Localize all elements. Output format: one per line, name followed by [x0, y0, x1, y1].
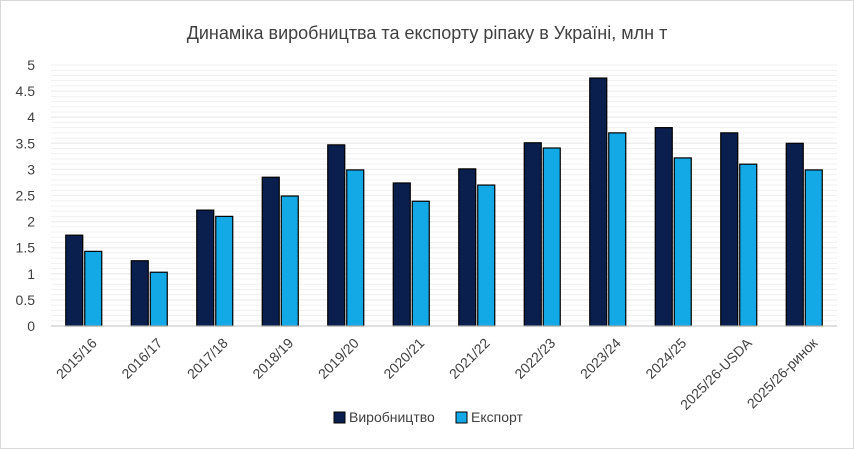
bar-export — [477, 184, 496, 327]
y-tick-label: 2 — [27, 214, 35, 230]
bar-production — [261, 176, 280, 327]
bars — [65, 77, 823, 327]
y-tick-label: 0 — [27, 318, 35, 334]
bar-production — [785, 142, 804, 327]
y-tick-label: 2.5 — [16, 188, 36, 204]
y-tick-label: 4 — [27, 109, 35, 125]
bar-production — [523, 142, 542, 327]
bar-export — [280, 195, 299, 327]
bar-export — [739, 163, 758, 327]
bar-production — [654, 127, 673, 327]
y-tick-label: 5 — [27, 57, 35, 73]
bar-production — [458, 168, 477, 327]
bar-export — [673, 157, 692, 327]
bar-export — [215, 215, 234, 327]
y-tick-label: 0.5 — [16, 292, 36, 308]
bar-export — [149, 271, 168, 327]
bar-production — [327, 144, 346, 327]
bar-export — [608, 132, 627, 327]
bar-production — [130, 260, 149, 327]
legend-label: Виробництво — [349, 409, 435, 425]
bar-production — [720, 132, 739, 327]
legend-swatch — [455, 411, 468, 424]
y-tick-label: 1.5 — [16, 240, 36, 256]
bar-production — [589, 77, 608, 327]
bar-production — [65, 234, 84, 327]
bar-export — [804, 169, 823, 327]
bar-production — [392, 182, 411, 327]
legend: Виробництво Експорт — [333, 409, 523, 425]
bar-production — [196, 209, 215, 327]
legend-swatch — [333, 411, 346, 424]
y-tick-label: 1 — [27, 266, 35, 282]
y-tick-label: 4.5 — [16, 83, 36, 99]
y-tick-label: 3.5 — [16, 135, 36, 151]
bar-export — [542, 147, 561, 327]
legend-label: Експорт — [471, 409, 523, 425]
bar-export — [346, 169, 365, 327]
y-tick-label: 3 — [27, 161, 35, 177]
bar-export — [411, 200, 430, 327]
bar-export — [84, 250, 103, 327]
chart-title: Динаміка виробництва та експорту ріпаку … — [187, 23, 668, 43]
